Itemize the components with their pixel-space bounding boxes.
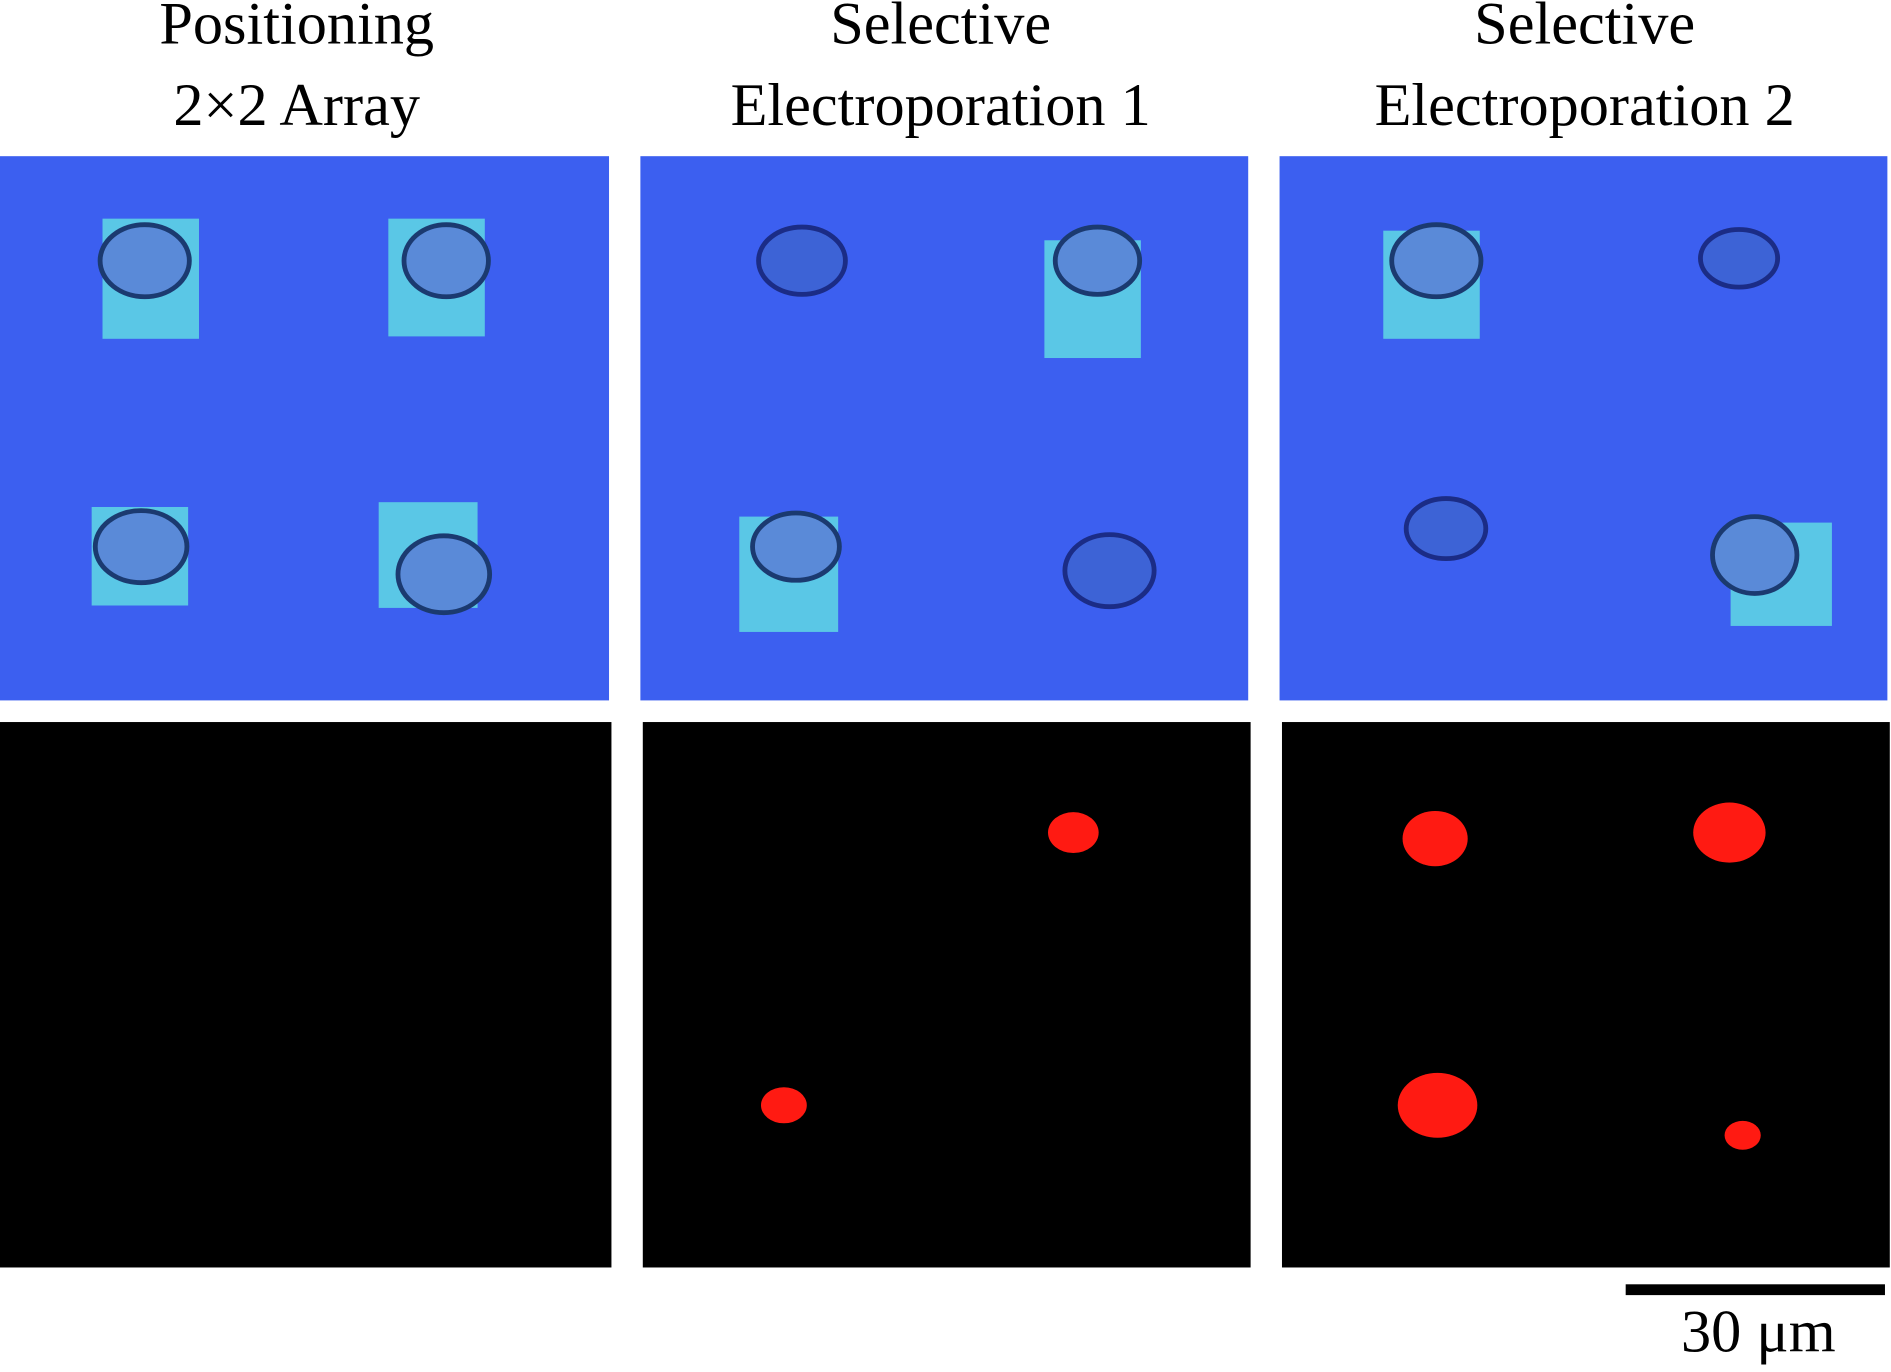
column-title: Selective [1474, 0, 1695, 57]
brightfield-panel [0, 156, 610, 701]
column-title: Selective [830, 0, 1051, 57]
column-title: 2×2 Array [173, 72, 420, 139]
fluorescence-panel [1281, 722, 1890, 1268]
scale-bar-label: 30 μm [1681, 1299, 1836, 1366]
column-title: Electroporation 1 [731, 72, 1151, 139]
brightfield-panel [640, 156, 1249, 701]
column-title: Electroporation 2 [1375, 72, 1795, 139]
scale-bar [1625, 1284, 1885, 1296]
brightfield-panel [1279, 156, 1888, 701]
fluorescence-panel [642, 722, 1251, 1268]
column-title: Positioning [159, 0, 434, 57]
fluorescence-panel [0, 722, 612, 1268]
